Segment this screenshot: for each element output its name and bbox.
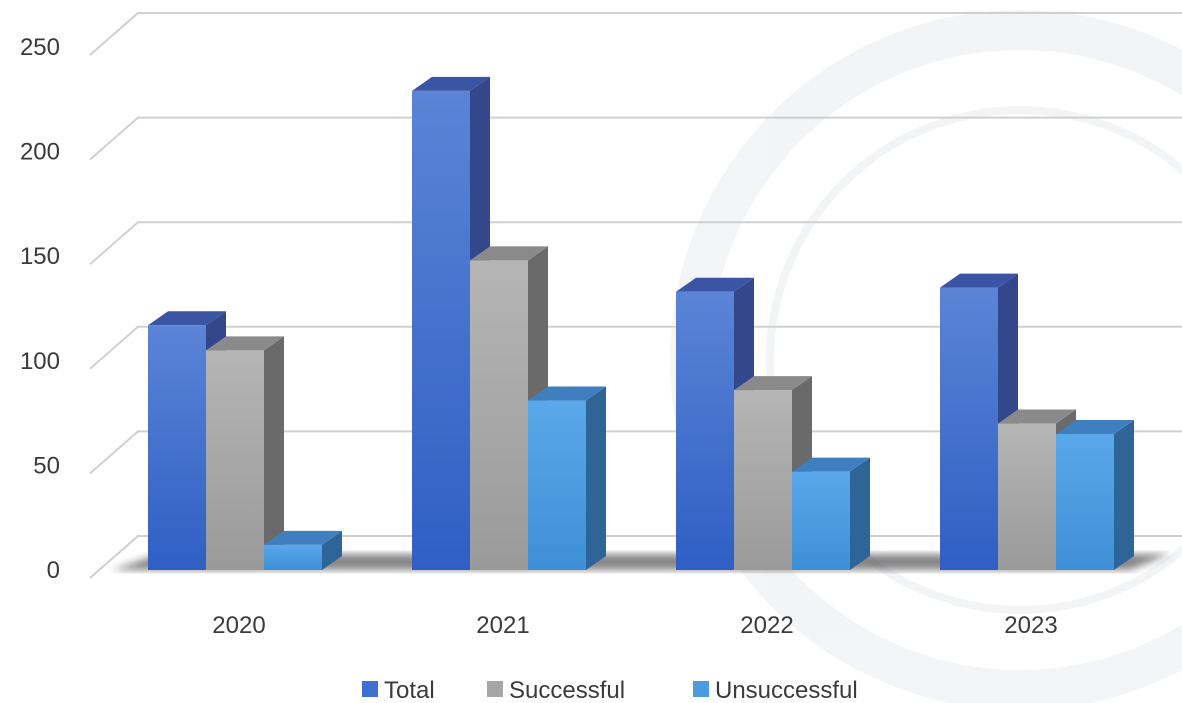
legend-label: Unsuccessful xyxy=(715,677,858,703)
y-axis-ticks: 0 50 100 150 200 250 xyxy=(20,34,60,584)
y-tick-label: 200 xyxy=(20,139,60,166)
bar-side xyxy=(850,457,870,570)
y-tick-label: 0 xyxy=(47,557,60,584)
bar-unsuccessful-2020 xyxy=(264,530,342,570)
bar-side xyxy=(586,386,606,570)
bar-top xyxy=(734,376,812,391)
bar-front xyxy=(264,544,322,570)
y-tick-label: 250 xyxy=(20,34,60,61)
x-tick-label: 2023 xyxy=(1004,612,1057,639)
legend-label: Total xyxy=(384,677,435,703)
x-axis-ticks: 2020 2021 2022 2023 xyxy=(212,612,1057,639)
bar-top xyxy=(792,457,870,472)
legend-label: Successful xyxy=(509,677,625,703)
bar-front xyxy=(734,390,792,570)
legend-item-total: Total xyxy=(362,677,435,703)
chart-floor xyxy=(112,554,1170,570)
bar-front xyxy=(1056,434,1114,570)
gridline xyxy=(89,221,1182,265)
bar-top xyxy=(412,76,490,91)
bar-top xyxy=(676,277,754,292)
bar-group-2020 xyxy=(148,311,342,570)
bar-top xyxy=(940,273,1018,288)
y-tick-label: 100 xyxy=(20,348,60,375)
grid-lines xyxy=(89,12,1182,579)
bar-front xyxy=(148,325,206,570)
bar-front xyxy=(528,400,586,570)
y-tick-label: 50 xyxy=(33,452,60,479)
gridline xyxy=(89,430,1182,475)
bar-front xyxy=(940,287,998,570)
gridline xyxy=(89,116,1182,161)
bars xyxy=(148,76,1134,570)
bar-group-2021 xyxy=(412,76,606,570)
legend-item-successful: Successful xyxy=(487,677,625,703)
bar-unsuccessful-2021 xyxy=(528,386,606,570)
bar-side xyxy=(264,336,284,570)
legend-swatch xyxy=(487,681,503,697)
bar-top xyxy=(528,386,606,401)
gridline xyxy=(89,12,1182,56)
floor-shadow xyxy=(112,554,1170,570)
bar-unsuccessful-2022 xyxy=(792,457,870,570)
legend: Total Successful Unsuccessful xyxy=(362,677,858,703)
bar-successful-2020 xyxy=(206,336,284,570)
x-tick-label: 2021 xyxy=(476,612,529,639)
bar-top xyxy=(998,409,1076,424)
gridline xyxy=(89,325,1182,370)
x-tick-label: 2022 xyxy=(740,612,793,639)
bar-front xyxy=(676,291,734,570)
legend-item-unsuccessful: Unsuccessful xyxy=(693,677,858,703)
bar-top xyxy=(1056,420,1134,435)
bar-front xyxy=(470,260,528,570)
bar-top xyxy=(148,311,226,326)
x-tick-label: 2020 xyxy=(212,612,265,639)
bar-unsuccessful-2023 xyxy=(1056,420,1134,570)
bar-group-2022 xyxy=(676,277,870,570)
bar-top xyxy=(264,530,342,545)
bar-front xyxy=(206,350,264,570)
legend-swatch xyxy=(362,681,378,697)
bar-front xyxy=(998,423,1056,570)
legend-swatch xyxy=(693,681,709,697)
bar-top xyxy=(206,336,284,351)
y-tick-label: 150 xyxy=(20,243,60,270)
bar-group-2023 xyxy=(940,273,1134,570)
bar-side xyxy=(1114,420,1134,570)
bar-front xyxy=(412,90,470,570)
bar-side xyxy=(322,530,342,570)
bar-top xyxy=(470,246,548,261)
watermark-seal xyxy=(670,10,1182,703)
bar-front xyxy=(792,471,850,570)
